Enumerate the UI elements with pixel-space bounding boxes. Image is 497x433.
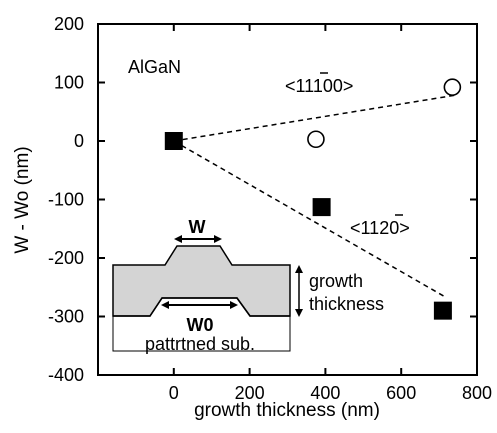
inset-substrate-label: pattrtned sub. [145,334,255,354]
direction-1100-label: <11100> [285,76,353,96]
inset-thickness-arrowhead-top [295,265,303,273]
inset-growth-label: growth [309,271,363,291]
y-tick-label-6: -400 [48,365,84,385]
x-axis-label: growth thickness (nm) [194,400,380,421]
y-tick-label-1: 100 [54,73,84,93]
y-tick-label-0: 200 [54,14,84,34]
point-square-0 [164,132,183,150]
point-circle-2 [443,78,462,96]
axis-ticks [98,23,478,376]
fit-line-1 [173,140,448,299]
x-tick-label-2: 400 [310,383,340,403]
x-tick-label-4: 800 [462,383,492,403]
fit-lines [173,94,455,299]
inset-substrate-line [113,297,290,317]
fit-line-0 [173,94,455,142]
y-tick-label-2: 0 [74,131,84,151]
data-points [164,78,462,320]
direction-1120-label: <1120> [350,218,410,238]
y-tick-label-4: -200 [48,248,84,268]
tick-labels: 0 200 400 600 800 200 100 0 -100 -200 -300 -400 [48,14,492,403]
material-label: AlGaN [128,57,181,77]
inset-w0-arrowhead-right [230,301,238,309]
point-square-1 [312,198,331,217]
point-square-2 [433,301,452,320]
inset-substrate-frame [112,316,291,352]
inset-diagram: W W0 pattrtned sub. growth thickness [112,217,384,354]
inset-thickness-label: thickness [309,294,384,314]
inset-w-label: W [189,217,206,237]
y-tick-label-3: -100 [48,190,84,210]
y-tick-label-5: -300 [48,307,84,327]
inset-w-arrowhead-left [174,235,182,243]
x-tick-label-3: 600 [386,383,416,403]
x-tick-label-0: 0 [169,383,179,403]
inset-w-arrowhead-right [214,235,222,243]
point-circle-1 [307,130,325,149]
inset-w0-label: W0 [187,315,214,335]
x-tick-label-1: 200 [235,383,265,403]
y-axis-label: W - Wo (nm) [12,146,33,253]
inset-w0-arrowhead-left [161,301,169,309]
inset-thickness-arrowhead-bottom [295,309,303,317]
